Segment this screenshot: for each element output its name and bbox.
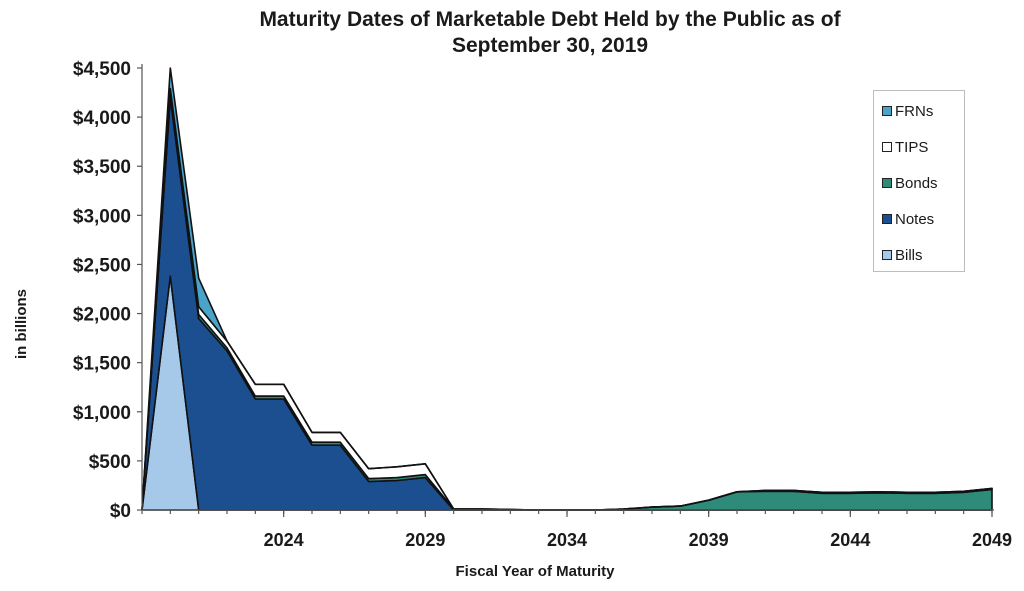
legend-label: Notes [895, 210, 935, 228]
legend-label: FRNs [895, 102, 934, 120]
legend-label: Bills [895, 246, 923, 264]
y-tick-label: $4,500 [73, 59, 131, 80]
legend-swatch-tips [882, 142, 892, 152]
series-area-notes [141, 96, 993, 511]
legend-label: TIPS [895, 138, 929, 156]
legend-item-bonds: Bonds [882, 173, 938, 193]
y-tick-label: $2,000 [73, 305, 131, 326]
y-tick-label: $1,500 [73, 354, 131, 375]
y-axis-label: in billions [13, 289, 30, 359]
legend-item-notes: Notes [882, 209, 934, 229]
y-tick-label: $1,000 [73, 403, 131, 424]
legend-swatch-notes [882, 214, 892, 224]
x-axis-label: Fiscal Year of Maturity [456, 563, 616, 580]
x-tick-label: 2049 [972, 530, 1012, 550]
x-tick-label: 2034 [547, 530, 587, 550]
x-tick-label: 2029 [405, 530, 445, 550]
y-tick-label: $3,000 [73, 206, 131, 227]
axes [137, 64, 994, 517]
y-tick-label: $4,000 [73, 108, 131, 129]
x-tick-label: 2024 [264, 530, 304, 550]
legend-label: Bonds [895, 174, 938, 192]
chart-title-line-1: Maturity Dates of Marketable Debt Held b… [259, 8, 841, 31]
legend-item-bills: Bills [882, 245, 923, 265]
legend: FRNs TIPS Bonds Notes Bills [873, 90, 965, 272]
area-layers [141, 67, 993, 511]
y-tick-label: $2,500 [73, 255, 131, 276]
legend-swatch-bills [882, 250, 892, 260]
series-area-frns [141, 67, 993, 511]
y-tick-label: $0 [110, 501, 131, 522]
y-tick-label: $500 [89, 452, 131, 473]
legend-item-tips: TIPS [882, 137, 928, 157]
legend-swatch-bonds [882, 178, 892, 188]
x-tick-label: 2044 [830, 530, 870, 550]
legend-swatch-frns [882, 106, 892, 116]
legend-item-frns: FRNs [882, 101, 933, 121]
x-tick-label: 2039 [689, 530, 729, 550]
y-tick-label: $3,500 [73, 157, 131, 178]
chart-title-line-2: September 30, 2019 [451, 34, 649, 57]
tick-labels: $0 $500 $1,000 $1,500 $2,000 $2,500 $3,000 $3,5… [73, 59, 1012, 550]
